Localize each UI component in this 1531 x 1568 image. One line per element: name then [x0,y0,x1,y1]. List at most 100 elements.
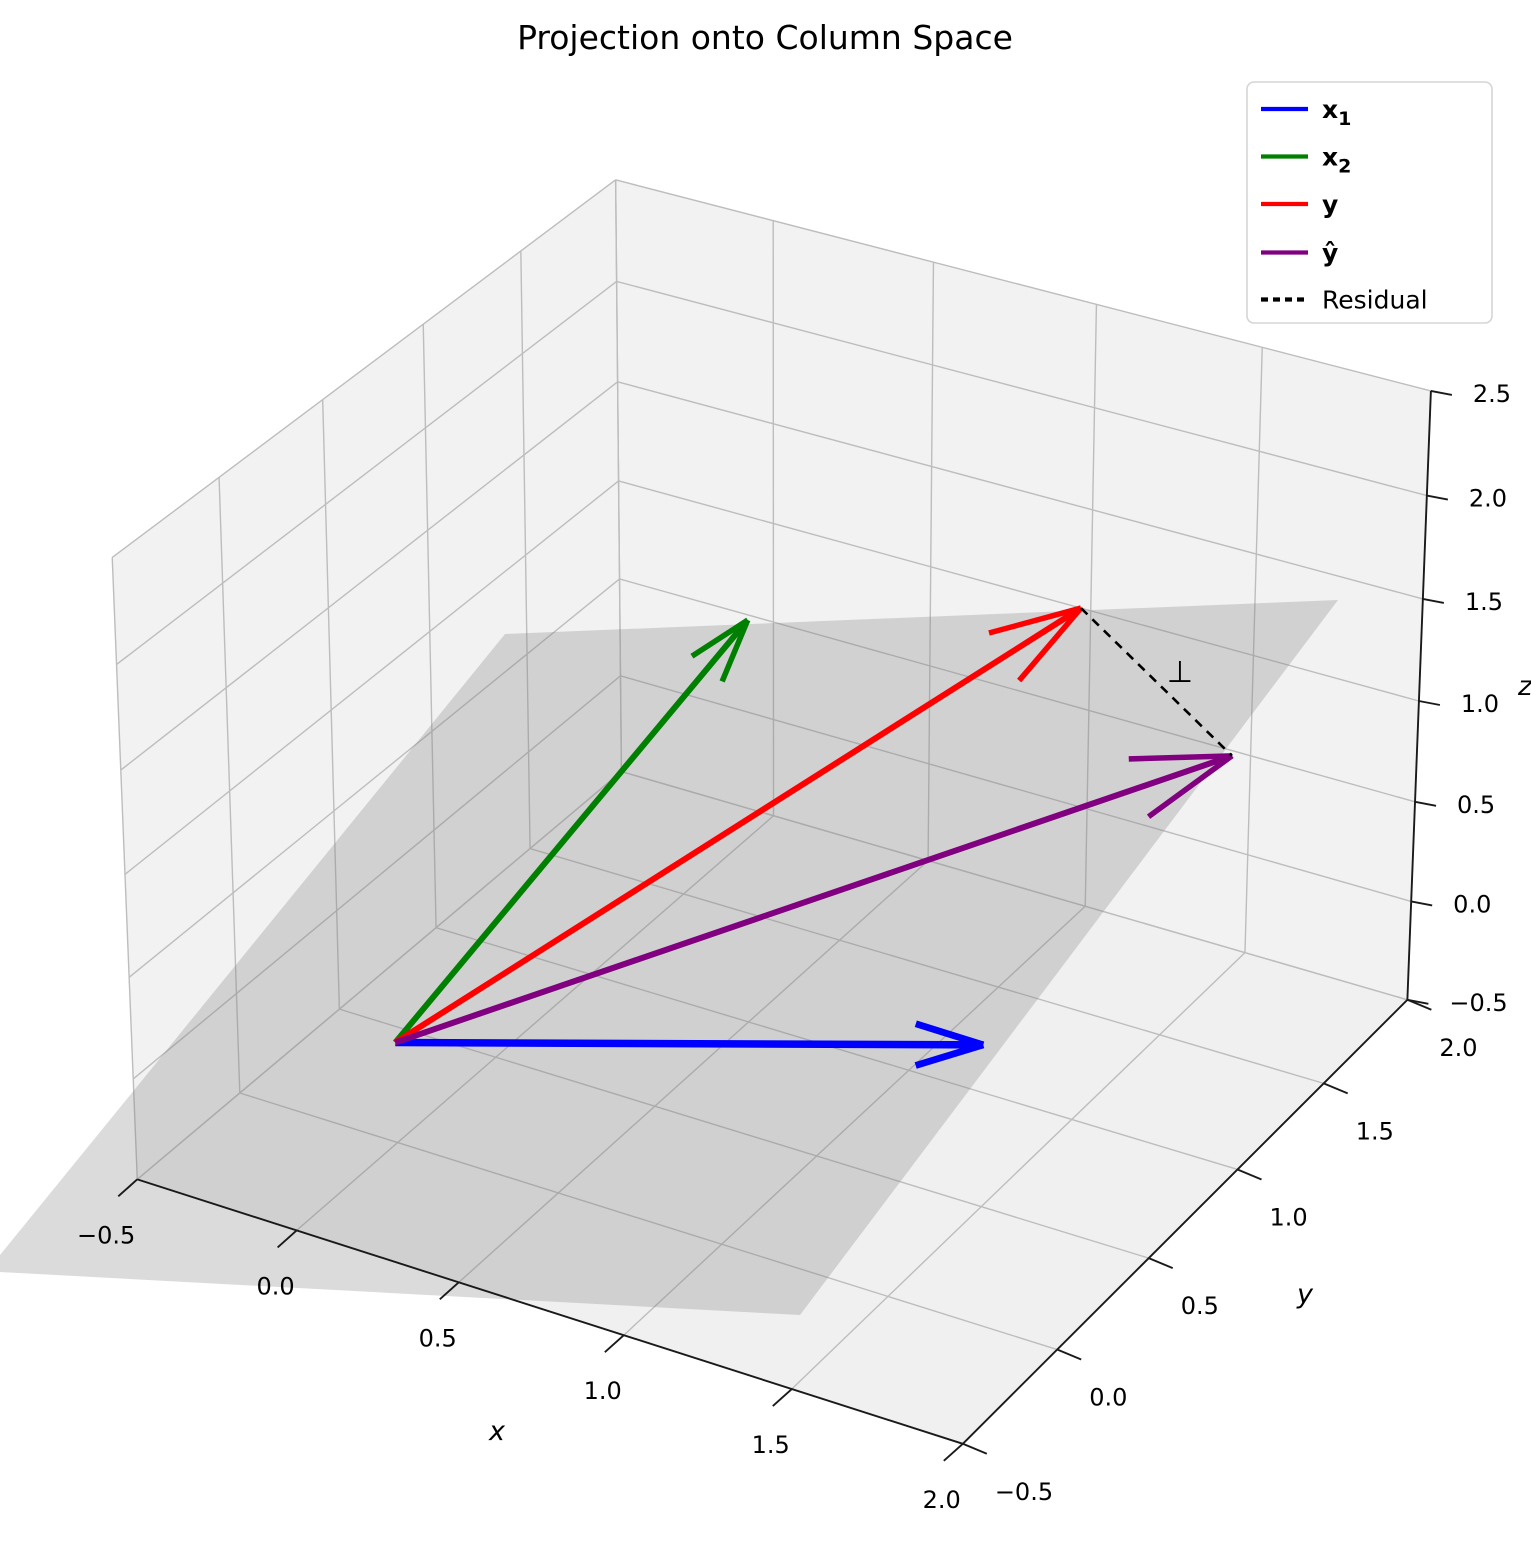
vector-head-y-0 [988,605,1082,636]
z-axis-label: z [1517,671,1531,702]
vector-head-y_hat-1 [1146,753,1234,819]
y-tick [1237,1168,1262,1181]
y-tick [962,1442,988,1455]
vector-shaft-x2 [392,618,751,1045]
legend-label-subscript: 2 [1338,156,1351,178]
grid-floor-y [529,847,1324,1085]
grid-leftwall-y [218,477,241,1094]
vector-head-x1-0 [914,1020,985,1049]
vector-shaft-y_hat [394,752,1233,1046]
legend-label-Residual: Residual [1322,286,1428,315]
z-tick [1411,900,1433,907]
vector-shaft-x1 [395,1038,984,1049]
grid-leftwall-y [321,399,341,1010]
residual-line [1080,607,1233,757]
legend-box [1246,81,1493,324]
pane-right-wall [615,179,1431,1000]
tick-marks: −0.5 0.0 0.5 1.0 1.5 2.0 −0.5 0.0 0.5 1.0 1.5 2.0 −0… [77,380,1511,1514]
vector-y_hat [394,752,1234,1046]
z-tick-label: 0.5 [1457,791,1495,819]
grid-floor-x [791,952,1246,1390]
x-tick-label: 2.0 [923,1486,961,1514]
z-tick [1414,800,1437,807]
pane-left-wall [112,179,622,1180]
grid-floor-x [458,860,929,1283]
x-tick-label: 1.5 [752,1431,790,1459]
grid-rightwall-x [927,262,935,861]
z-tick-label: 2.5 [1473,380,1511,408]
z-tick [1418,700,1441,706]
y-tick [1148,1257,1174,1270]
x-tick [943,1443,964,1462]
y-tick-label: 1.5 [1356,1117,1394,1145]
grid-rightwall-z [619,578,1416,803]
vector-shaft-y [393,605,1083,1046]
vector-head-x2-0 [690,617,750,659]
axes-panes [112,179,1431,1444]
grid-leftwall-z [120,381,619,771]
annotations [1080,607,1233,757]
grid-floor-x [623,905,1086,1336]
x-tick-label: 1.0 [584,1377,622,1405]
grid-floor-y [339,1008,1149,1259]
grid-floor-y [435,927,1238,1171]
axis-spines [136,390,1432,1445]
y-tick-label: 1.0 [1270,1203,1308,1231]
x-tick-label: 0.5 [419,1324,457,1352]
perpendicular-symbol: ⊥ [1167,655,1193,690]
grid-rightwall-x [614,179,623,772]
plot-title: Projection onto Column Space [517,18,1013,57]
grid-rightwall-x [1244,347,1263,953]
y-tick-label: −0.5 [995,1478,1053,1506]
y-tick [1056,1348,1082,1361]
grid-floor-y [239,1092,1058,1351]
x-tick [439,1281,460,1301]
vectors [392,605,1234,1069]
legend-label-y: y [1322,190,1338,219]
grid-rightwall-z [618,480,1420,702]
vector-head-x1-1 [914,1041,985,1069]
y-tick [1323,1082,1349,1095]
legend-label-ŷ: ŷ [1322,239,1338,268]
grid-rightwall-z [620,675,1412,903]
y-tick-label: 2.0 [1439,1034,1477,1062]
legend-label-subscript: 1 [1338,108,1351,130]
y-axis-spine [962,999,1409,1445]
grid-rightwall-z [616,280,1428,497]
x-tick-label: −0.5 [77,1221,135,1249]
vector-y [393,605,1084,1046]
z-tick-label: −0.5 [1449,989,1507,1017]
grid-floor-x [296,815,774,1231]
grid-leftwall-y [520,250,531,849]
z-tick [1422,598,1445,604]
grid-leftwall-z [111,179,617,559]
grid-leftwall-z [124,480,620,875]
z-tick-label: 2.0 [1469,485,1507,513]
grid-rightwall-z [617,381,1424,600]
z-axis-spine [1406,390,1432,1000]
y-axis-label: y [1296,1279,1314,1310]
column-space-plane-surface [0,600,1338,1315]
z-tick-label: 0.0 [1453,890,1491,918]
x-axis-label: x [488,1416,506,1447]
vector-head-y-1 [1017,606,1084,683]
z-tick-label: 1.5 [1465,588,1503,616]
x-axis-spine [136,1178,964,1445]
grid-floor-y [621,770,1408,1001]
vector-head-x2-1 [719,618,751,683]
x-tick [604,1334,625,1353]
grid-leftwall-y [422,324,437,928]
z-tick [1430,390,1453,396]
grid-floor-x [136,771,622,1180]
x-tick [772,1388,793,1407]
y-tick-label: 0.0 [1089,1384,1127,1412]
x-tick-label: 0.0 [256,1272,294,1300]
pane-floor [137,771,1408,1444]
column-space-plane [0,600,1338,1315]
grid-leftwall-z [128,578,620,978]
y-tick-label: 0.5 [1181,1292,1219,1320]
vector-head-y_hat-0 [1128,753,1233,762]
